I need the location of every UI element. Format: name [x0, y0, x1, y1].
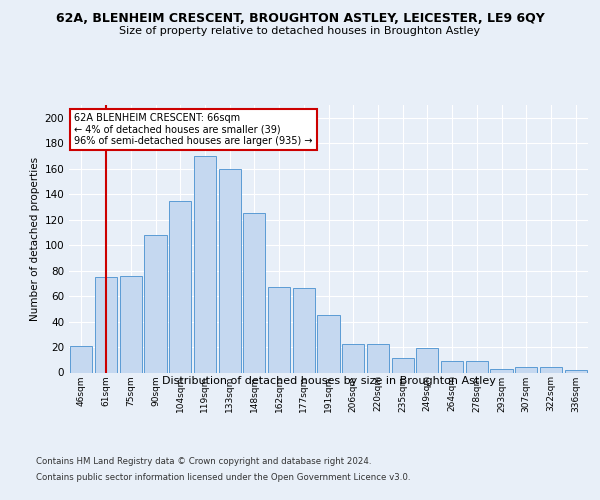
Y-axis label: Number of detached properties: Number of detached properties: [30, 156, 40, 321]
Bar: [95, 277, 117, 372]
Bar: [243, 214, 265, 372]
Bar: [466, 361, 488, 372]
Bar: [194, 156, 216, 372]
Bar: [490, 368, 512, 372]
Bar: [268, 287, 290, 372]
Bar: [416, 348, 439, 372]
Bar: [218, 168, 241, 372]
Text: Distribution of detached houses by size in Broughton Astley: Distribution of detached houses by size …: [162, 376, 496, 386]
Bar: [342, 344, 364, 372]
Text: Contains public sector information licensed under the Open Government Licence v3: Contains public sector information licen…: [36, 472, 410, 482]
Bar: [515, 368, 538, 372]
Bar: [119, 276, 142, 372]
Bar: [540, 368, 562, 372]
Text: Size of property relative to detached houses in Broughton Astley: Size of property relative to detached ho…: [119, 26, 481, 36]
Text: Contains HM Land Registry data © Crown copyright and database right 2024.: Contains HM Land Registry data © Crown c…: [36, 458, 371, 466]
Bar: [317, 315, 340, 372]
Text: 62A, BLENHEIM CRESCENT, BROUGHTON ASTLEY, LEICESTER, LE9 6QY: 62A, BLENHEIM CRESCENT, BROUGHTON ASTLEY…: [56, 12, 544, 26]
Bar: [565, 370, 587, 372]
Bar: [367, 344, 389, 372]
Bar: [70, 346, 92, 372]
Bar: [169, 200, 191, 372]
Bar: [392, 358, 414, 372]
Text: 62A BLENHEIM CRESCENT: 66sqm
← 4% of detached houses are smaller (39)
96% of sem: 62A BLENHEIM CRESCENT: 66sqm ← 4% of det…: [74, 113, 313, 146]
Bar: [441, 361, 463, 372]
Bar: [293, 288, 315, 372]
Bar: [145, 235, 167, 372]
